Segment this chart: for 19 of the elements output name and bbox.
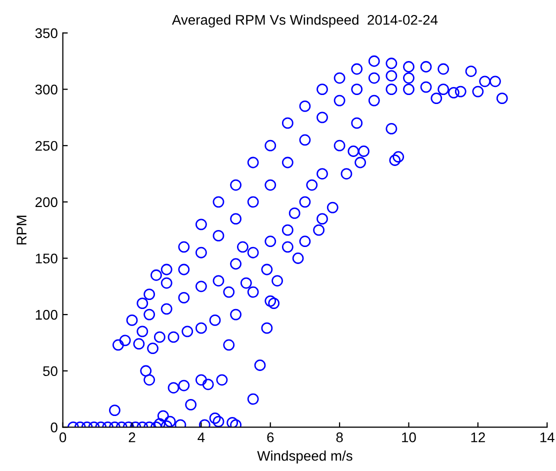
x-tick-label: 14: [540, 432, 554, 442]
y-tick-label: 0: [50, 422, 58, 432]
y-tick-label: 100: [36, 310, 58, 320]
x-tick-label: 8: [336, 432, 343, 442]
chart-title: Averaged RPM Vs Windspeed 2014-02-24: [172, 14, 438, 28]
y-tick-label: 350: [35, 28, 58, 38]
y-tick-label: 200: [35, 197, 58, 208]
x-tick-label: 12: [471, 432, 485, 442]
x-tick-label: 0: [60, 432, 66, 442]
y-axis-title: RPM: [16, 216, 26, 244]
x-tick-label: 6: [267, 432, 274, 442]
y-tick-label: 300: [35, 84, 58, 94]
x-tick-label: 10: [402, 432, 416, 442]
x-tick-label: 2: [128, 432, 136, 442]
x-axis-title: Windspeed m/s: [257, 450, 352, 464]
y-tick-label: 250: [35, 140, 58, 151]
y-tick-label: 50: [43, 366, 58, 376]
y-tick-label: 150: [36, 254, 58, 264]
x-tick-label: 4: [198, 432, 205, 442]
